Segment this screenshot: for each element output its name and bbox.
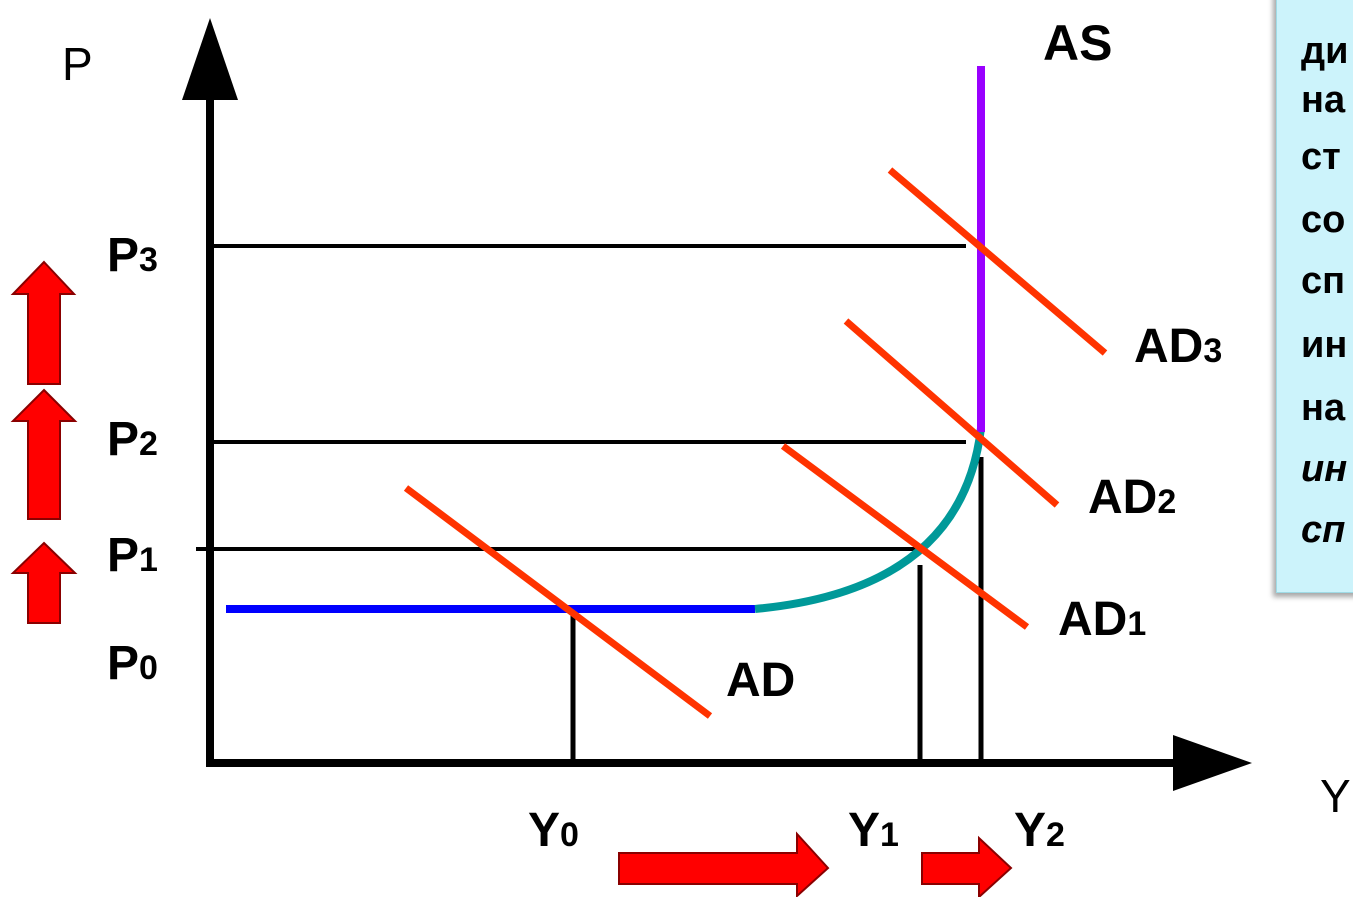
as-label: AS — [1043, 15, 1112, 71]
note-line: со — [1301, 199, 1346, 241]
ad1-label: AD1 — [1058, 593, 1146, 646]
explanation-note: ди на ст со сп ин на ин сп — [1276, 0, 1353, 593]
p2-label: P2 — [107, 413, 158, 466]
note-line: сп — [1301, 509, 1346, 551]
up-arrow-icon — [10, 541, 78, 624]
note-line: на — [1301, 79, 1346, 121]
up-arrow-icon — [10, 260, 77, 385]
p3-label: P3 — [107, 229, 158, 282]
right-arrow-icon — [921, 835, 1013, 897]
right-arrow-icon — [618, 831, 830, 897]
note-line: ст — [1301, 136, 1341, 178]
up-arrow-icon — [10, 388, 78, 520]
note-line: на — [1301, 387, 1346, 429]
x-axis-label: Y — [1320, 770, 1351, 822]
note-line: ин — [1301, 448, 1348, 490]
y-axis-arrowhead — [182, 18, 238, 100]
ad3-label: AD3 — [1134, 320, 1222, 373]
y-axis-label: P — [62, 38, 93, 90]
note-line: ди — [1301, 30, 1349, 72]
as-intermediate-segment — [754, 427, 985, 613]
y2-label: Y2 — [1014, 804, 1065, 857]
note-line: сп — [1301, 260, 1346, 302]
ad-label: AD — [726, 654, 795, 707]
ad2-curve — [843, 318, 1060, 508]
note-line: ин — [1301, 324, 1348, 366]
y0-label: Y0 — [528, 804, 579, 857]
ad-curve — [403, 485, 713, 719]
ad1-curve — [780, 443, 1030, 630]
ad3-curve — [887, 167, 1108, 356]
x-axis-arrowhead — [1173, 735, 1252, 791]
p1-label: P1 — [107, 529, 158, 582]
ad2-label: AD2 — [1088, 471, 1176, 524]
p0-label: P0 — [107, 637, 158, 690]
y1-label: Y1 — [848, 804, 899, 857]
